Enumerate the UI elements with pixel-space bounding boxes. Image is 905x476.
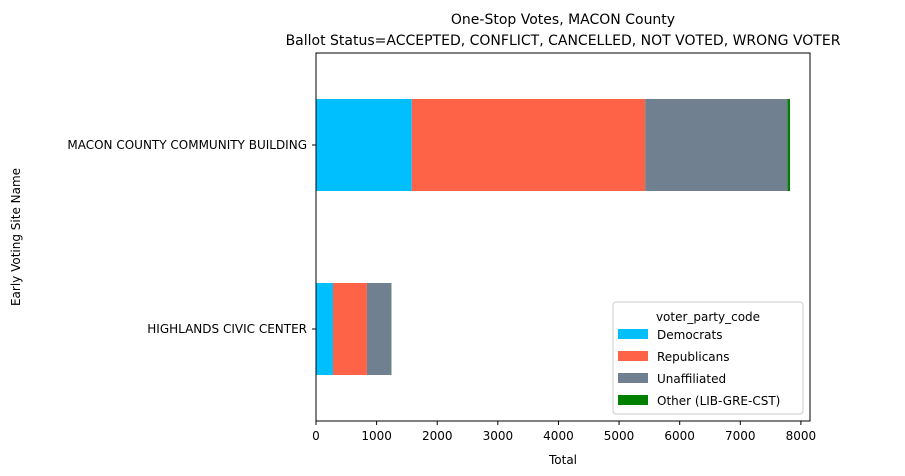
legend: voter_party_code Democrats Republicans Una…: [612, 301, 804, 415]
x-tick-label-4: 4000: [543, 429, 574, 443]
x-tick-label-5: 5000: [604, 429, 635, 443]
x-tick-label-6: 6000: [664, 429, 695, 443]
legend-frame: [612, 301, 804, 415]
legend-swatch-0: [618, 329, 648, 339]
bar-1-series-3: [787, 99, 790, 191]
bar-1-series-1: [411, 99, 646, 191]
x-tick-label-7: 7000: [725, 429, 756, 443]
bar-0-series-0: [316, 283, 333, 375]
bar-0-series-2: [366, 283, 392, 375]
x-tick-label-2: 2000: [422, 429, 453, 443]
x-ticks-group: 0 1000 2000 3000 4000 5000 6000 7000 8000: [312, 421, 816, 443]
chart-title: One-Stop Votes, MACON County: [451, 12, 675, 28]
bar-0-series-1: [332, 283, 367, 375]
y-axis-label: Early Voting Site Name: [9, 168, 23, 306]
x-tick-label-3: 3000: [483, 429, 514, 443]
legend-items: Democrats Republicans Unaffiliated Other (L…: [618, 328, 780, 408]
legend-label-2: Unaffiliated: [657, 372, 726, 386]
legend-swatch-2: [618, 373, 648, 383]
legend-label-3: Other (LIB-GRE-CST): [657, 394, 780, 408]
y-tick-label-0: HIGHLANDS CIVIC CENTER: [147, 322, 307, 336]
x-tick-label-8: 8000: [786, 429, 817, 443]
x-tick-label-0: 0: [312, 429, 320, 443]
legend-title: voter_party_code: [656, 310, 760, 324]
y-ticks-group: HIGHLANDS CIVIC CENTER MACON COUNTY COMMU…: [67, 138, 316, 336]
legend-label-0: Democrats: [657, 328, 723, 342]
chart-subtitle: Ballot Status=ACCEPTED, CONFLICT, CANCEL…: [286, 33, 841, 49]
legend-swatch-3: [618, 395, 648, 405]
bar-1-series-2: [645, 99, 788, 191]
x-tick-label-1: 1000: [361, 429, 392, 443]
legend-label-1: Republicans: [657, 350, 730, 364]
y-tick-label-1: MACON COUNTY COMMUNITY BUILDING: [67, 138, 307, 152]
legend-swatch-1: [618, 351, 648, 361]
plot-frame: [315, 52, 811, 422]
bars-group: [316, 99, 790, 375]
bar-1-series-0: [316, 99, 412, 191]
x-axis-label: Total: [548, 453, 577, 467]
